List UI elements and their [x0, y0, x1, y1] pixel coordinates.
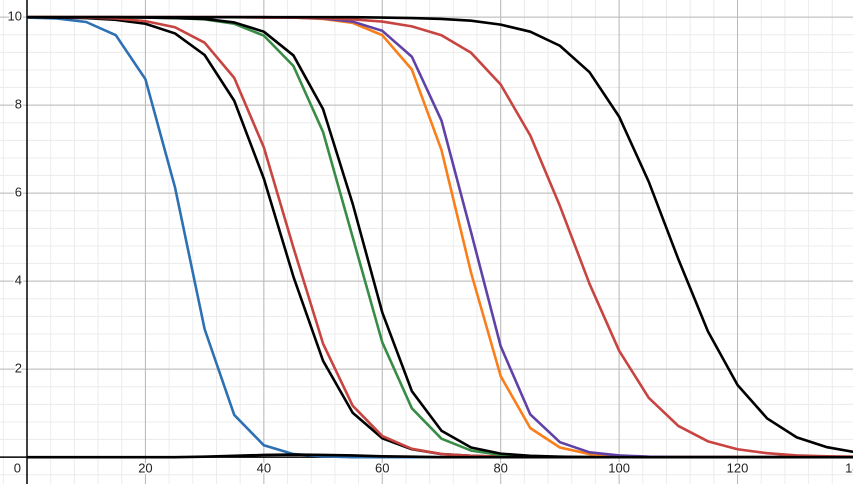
x-tick-label: 120 — [727, 461, 749, 476]
x-tick-label: 40 — [257, 461, 271, 476]
series-line — [27, 15, 853, 459]
x-tick-label: 140 — [845, 461, 853, 476]
series-line — [27, 453, 853, 459]
y-tick-label: 10 — [8, 9, 22, 24]
y-tick-label: 2 — [15, 361, 22, 376]
x-tick-label: 20 — [138, 461, 152, 476]
x-tick-label: 60 — [375, 461, 389, 476]
y-tick-label: 8 — [15, 97, 22, 112]
series-line — [27, 15, 853, 459]
series-line — [27, 15, 853, 459]
series-line — [26, 15, 853, 459]
y-tick-label: 6 — [15, 185, 22, 200]
series-line — [27, 15, 853, 459]
series-line — [27, 15, 853, 454]
x-tick-label: 80 — [493, 461, 507, 476]
series-line — [27, 15, 853, 459]
y-tick-label: 4 — [15, 273, 22, 288]
x-tick-label: 100 — [608, 461, 630, 476]
x-tick-label: 0 — [14, 461, 21, 476]
series-line — [26, 16, 853, 459]
series-line — [27, 15, 853, 458]
